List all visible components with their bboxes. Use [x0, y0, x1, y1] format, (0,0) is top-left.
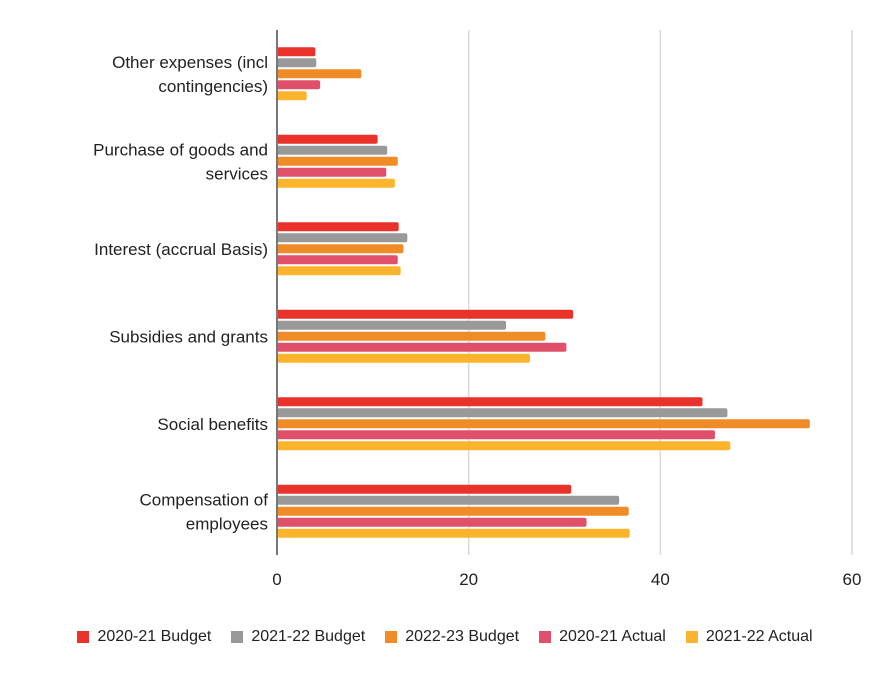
- x-tick-label: 20: [459, 570, 478, 589]
- bar-2020-21-budget: [277, 309, 574, 319]
- legend-label: 2021-22 Actual: [705, 628, 813, 645]
- bar-2020-21-actual: [277, 430, 715, 440]
- bar-2020-21-actual: [277, 167, 387, 177]
- bar-2021-22-actual: [277, 528, 630, 538]
- category-labels: Other expenses (incl contingencies) Purcha…: [93, 53, 268, 534]
- bars: [277, 47, 810, 538]
- category-label: Compensation of: [139, 490, 268, 509]
- bar-2022-23-budget: [277, 506, 629, 516]
- legend-swatch: [231, 631, 244, 643]
- bar-2021-22-budget: [277, 58, 317, 68]
- category-label: employees: [186, 514, 268, 533]
- legend-item: 2021-22 Actual: [685, 628, 813, 646]
- legend: 2020-21 Budget 2021-22 Budget 2022-23 Budg…: [0, 628, 890, 646]
- category-label: Subsidies and grants: [109, 327, 268, 346]
- bar-2022-23-budget: [277, 419, 810, 429]
- category-label: contingencies): [158, 77, 268, 96]
- bar-2021-22-actual: [277, 91, 307, 101]
- legend-label: 2020-21 Budget: [97, 628, 212, 645]
- bar-2020-21-budget: [277, 134, 378, 144]
- x-tick-labels: 0 20 40 60: [272, 570, 861, 589]
- legend-label: 2022-23 Budget: [405, 628, 520, 645]
- category-label: Interest (accrual Basis): [94, 240, 268, 259]
- bar-2020-21-actual: [277, 342, 567, 352]
- legend-item: 2022-23 Budget: [385, 628, 519, 646]
- bar-2021-22-actual: [277, 178, 395, 188]
- legend-swatch: [385, 631, 398, 643]
- bar-2021-22-actual: [277, 353, 530, 363]
- bar-2020-21-actual: [277, 517, 587, 527]
- x-tick-label: 0: [272, 570, 281, 589]
- bar-2021-22-budget: [277, 408, 728, 418]
- bar-2021-22-actual: [277, 441, 731, 451]
- x-tick-label: 60: [843, 570, 862, 589]
- x-tick-label: 40: [651, 570, 670, 589]
- legend-item: 2021-22 Budget: [231, 628, 365, 646]
- bar-chart: Other expenses (incl contingencies) Purcha…: [93, 30, 861, 589]
- bar-2022-23-budget: [277, 331, 546, 341]
- bar-2021-22-budget: [277, 145, 388, 155]
- legend-swatch: [77, 631, 90, 643]
- bar-2020-21-actual: [277, 255, 398, 265]
- bar-2020-21-budget: [277, 47, 316, 57]
- bar-2022-23-budget: [277, 244, 404, 254]
- legend-label: 2020-21 Actual: [559, 628, 666, 645]
- bar-2020-21-actual: [277, 80, 321, 90]
- category-label: Social benefits: [157, 415, 268, 434]
- legend-label: 2021-22 Budget: [251, 628, 366, 645]
- legend-item: 2020-21 Actual: [539, 628, 666, 646]
- bar-2020-21-budget: [277, 397, 703, 407]
- category-label: Purchase of goods and: [93, 140, 268, 159]
- bar-2022-23-budget: [277, 69, 362, 79]
- bar-2021-22-actual: [277, 266, 401, 276]
- legend-item: 2020-21 Budget: [77, 628, 211, 646]
- bar-2021-22-budget: [277, 233, 408, 243]
- bar-2020-21-budget: [277, 484, 572, 494]
- legend-swatch: [685, 631, 698, 643]
- category-label: Other expenses (incl: [112, 53, 268, 72]
- bar-2021-22-budget: [277, 495, 620, 505]
- bar-2021-22-budget: [277, 320, 507, 330]
- bar-2022-23-budget: [277, 156, 398, 166]
- legend-swatch: [539, 631, 552, 643]
- bar-2020-21-budget: [277, 222, 399, 232]
- category-label: services: [206, 164, 268, 183]
- gridlines: [467, 30, 853, 555]
